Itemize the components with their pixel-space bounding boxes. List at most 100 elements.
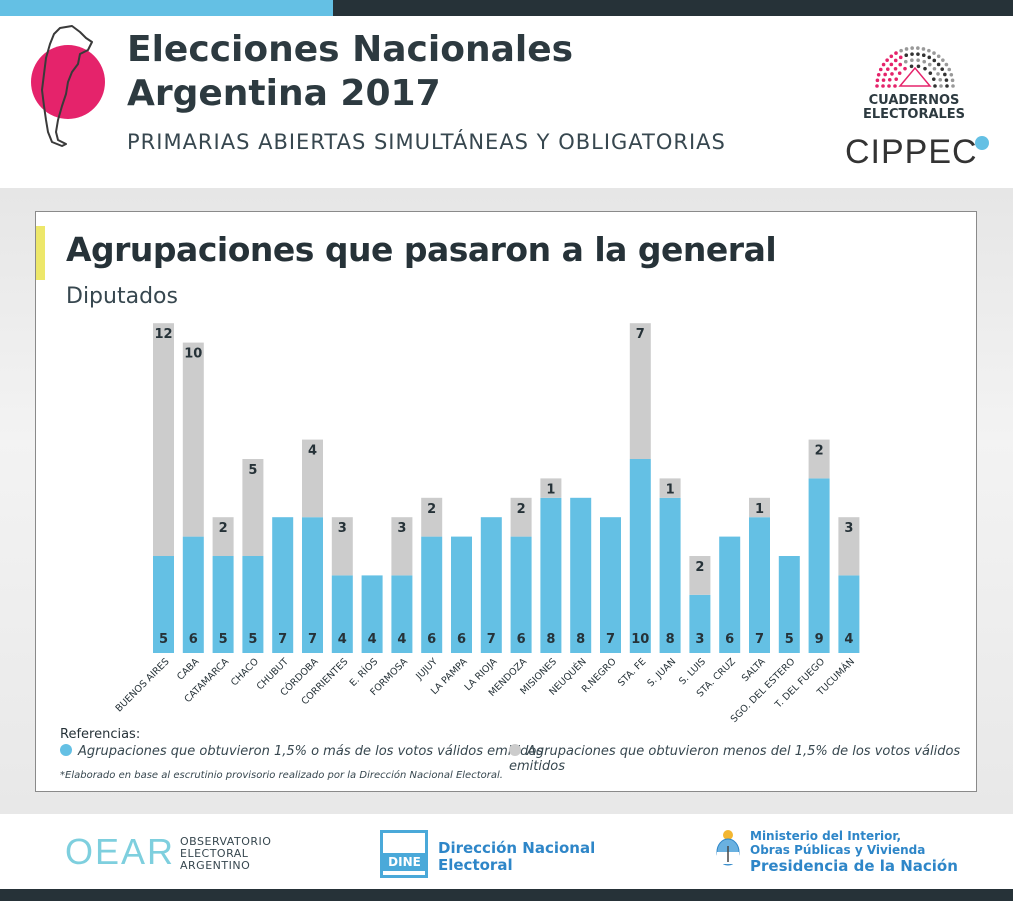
parliament-seat-dot <box>885 58 889 62</box>
parliament-seat-dot <box>945 84 949 88</box>
bar-main-label: 6 <box>189 632 198 647</box>
bar-main-label: 6 <box>517 632 526 647</box>
parliament-seat-dot <box>936 54 941 59</box>
bar-main-label: 5 <box>785 632 794 647</box>
parliament-seat-dot <box>943 72 947 77</box>
bar-main <box>600 517 621 653</box>
parliament-icon <box>875 46 955 88</box>
parliament-seat-dot <box>909 64 914 69</box>
source-note: *Elaborado en base al escrutinio proviso… <box>60 770 503 781</box>
parliament-seat-dot <box>916 46 920 50</box>
oear-line3: ARGENTINO <box>180 859 251 872</box>
bar-minor-label: 5 <box>248 463 257 478</box>
bar-main <box>391 575 413 653</box>
ministerio-line3: Presidencia de la Nación <box>750 857 958 875</box>
top-bar <box>0 0 1013 16</box>
bar-minor-label: 12 <box>154 327 172 342</box>
bar-main-label: 3 <box>695 632 704 647</box>
parliament-seat-dot <box>927 55 932 60</box>
bar-main-label: 6 <box>725 632 734 647</box>
parliament-seat-dot <box>941 58 945 62</box>
bar-minor-label: 2 <box>815 444 824 459</box>
legend-dot-grey-icon <box>509 744 521 756</box>
bar-main-label: 6 <box>457 632 466 647</box>
bar-main <box>480 517 502 653</box>
bar-main-label: 8 <box>546 632 555 647</box>
parliament-seat-dot <box>881 78 886 82</box>
cuadernos-line1: CUADERNOS <box>868 93 960 108</box>
parliament-seat-dot <box>950 78 955 83</box>
parliament-seat-dot <box>878 67 883 72</box>
parliament-seat-dot <box>903 59 908 64</box>
parliament-seat-dot <box>947 67 952 72</box>
bar-minor-label: 2 <box>219 521 228 536</box>
bar-main-label: 4 <box>844 632 853 647</box>
bar-main-label: 9 <box>815 632 824 647</box>
national-shield-icon <box>716 830 740 866</box>
legend-dot-blue-icon <box>60 744 72 756</box>
bar-main <box>272 517 294 653</box>
bar-main <box>629 459 651 653</box>
parliament-seat-dot <box>940 67 945 71</box>
bar-main-label: 4 <box>338 632 347 647</box>
cuadernos-electorales-logo: CUADERNOS ELECTORALES <box>855 94 973 122</box>
bar-main <box>778 556 800 653</box>
parliament-seat-dot <box>936 62 941 67</box>
bar-minor <box>331 517 353 576</box>
oear-line1: OBSERVATORIO <box>180 835 272 848</box>
parliament-seat-dot <box>875 78 880 83</box>
header <box>0 16 1013 188</box>
parliament-seat-dot <box>893 84 897 88</box>
bar-main <box>540 497 562 653</box>
bar-minor <box>838 517 860 576</box>
parliament-seat-dot <box>938 77 943 82</box>
top-bar-accent <box>0 0 333 16</box>
bar-main <box>242 556 264 653</box>
legend-heading: Referencias: <box>60 727 141 742</box>
dine-logo: DINE <box>383 853 426 871</box>
dine-line1: Dirección Nacional <box>438 839 596 857</box>
parliament-seat-dot <box>951 84 955 88</box>
bar-minor-label: 3 <box>397 521 406 536</box>
parliament-seat-dot <box>893 66 898 71</box>
bar-main-label: 8 <box>576 632 585 647</box>
chart-title: Agrupaciones que pasaron a la general <box>66 230 777 269</box>
bar-main-label: 4 <box>397 632 406 647</box>
parliament-seat-dot <box>944 62 949 67</box>
parliament-seat-dot <box>927 48 931 53</box>
argentina-map-logo-icon <box>31 25 105 147</box>
bar-main <box>421 536 443 653</box>
bar-minor-label: 4 <box>308 444 317 459</box>
parliament-seat-dot <box>923 66 927 71</box>
bar-main <box>302 517 323 653</box>
bar-main <box>361 575 383 653</box>
bar-minor-label: 2 <box>427 502 436 517</box>
parliament-seat-dot <box>910 58 914 62</box>
legend-item-main: Agrupaciones que obtuvieron 1,5% o más d… <box>60 744 543 759</box>
legend-item-main-label: Agrupaciones que obtuvieron 1,5% o más d… <box>78 744 544 759</box>
bar-minor <box>302 439 323 518</box>
bar-main-label: 6 <box>427 632 436 647</box>
x-tick-label: S. JUAN <box>645 656 678 689</box>
footer <box>0 814 1013 889</box>
parliament-seat-dot <box>932 66 937 71</box>
bottom-bar <box>0 889 1013 901</box>
parliament-seat-dot <box>916 64 921 69</box>
x-tick-label: SALTA <box>740 656 768 684</box>
parliament-seat-dot <box>910 52 914 56</box>
x-tick-label: CABA <box>175 656 202 683</box>
oear-line2: ELECTORAL <box>180 847 249 860</box>
ministerio-line1: Ministerio del Interior, <box>750 829 902 843</box>
bar-main <box>182 536 204 653</box>
legend-item-minor-label: Agrupaciones que obtuvieron menos del 1,… <box>509 744 961 774</box>
bar-main <box>212 556 234 653</box>
bar-main-label: 5 <box>159 632 168 647</box>
chart-subtitle: Diputados <box>66 284 178 309</box>
bar-minor <box>749 497 770 518</box>
bar-minor <box>540 478 562 498</box>
main-title-line1: Elecciones Nacionales <box>127 29 574 70</box>
bar-minor <box>510 497 532 537</box>
bar-minor <box>153 323 174 556</box>
parliament-seat-dot <box>921 53 926 58</box>
